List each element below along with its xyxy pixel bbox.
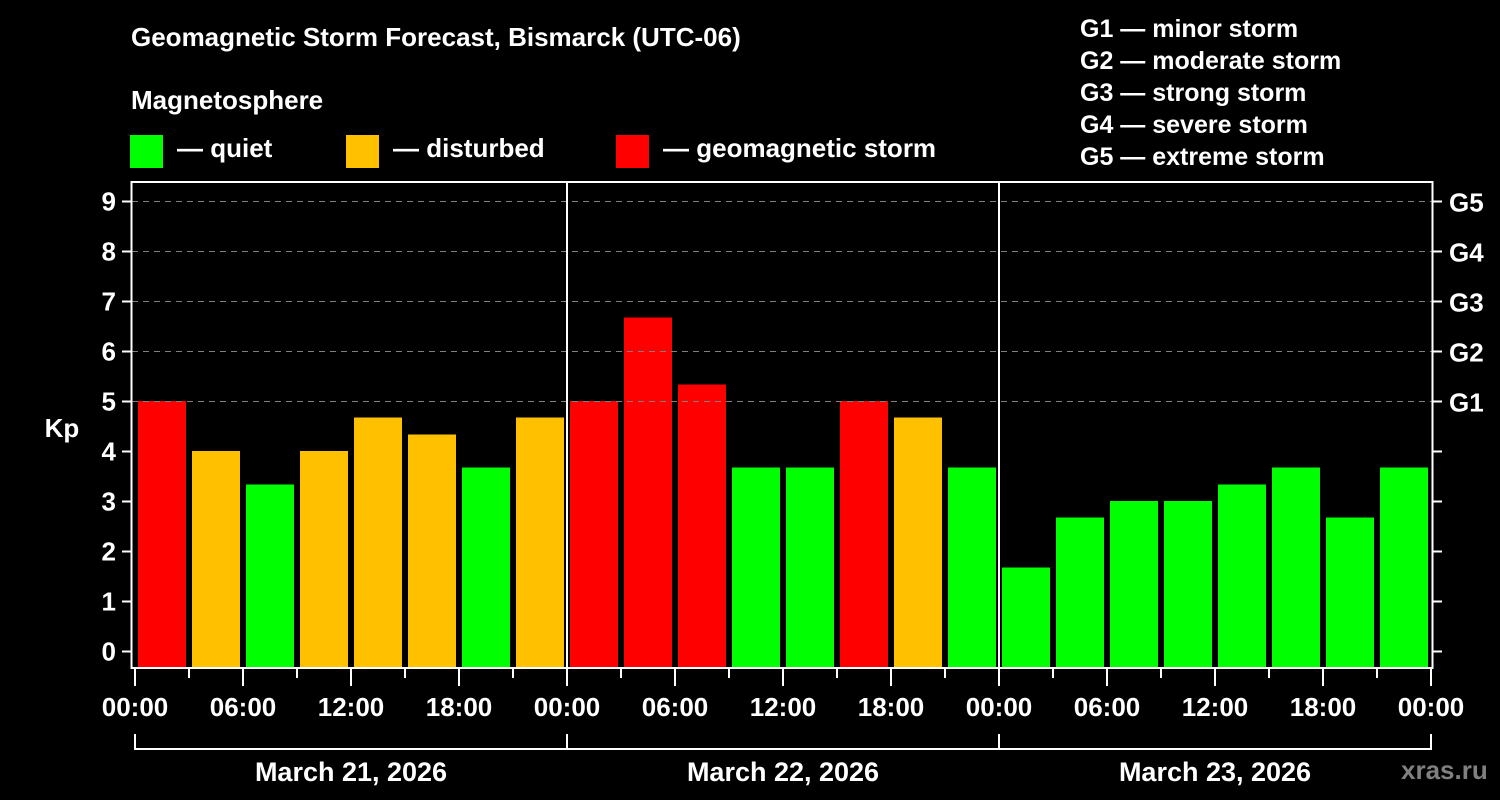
g-scale-label: G5 [1449,188,1484,218]
legend-title: Magnetosphere [131,85,324,115]
scale-g4: G4 — severe storm [1080,111,1308,139]
g-scale-label: G4 [1449,238,1484,268]
kp-bar [1326,517,1374,667]
kp-bar [300,451,348,667]
disturbed-swatch-icon [346,135,379,168]
day-label: March 23, 2026 [1119,757,1311,787]
legend-item-quiet: — quiet [130,133,273,168]
y-tick-label: 2 [102,537,116,567]
quiet-swatch-icon [130,135,163,168]
x-tick-label: 12:00 [318,692,385,722]
scale-g3: G3 — strong storm [1080,79,1307,107]
legend-label-quiet: — quiet [177,133,273,163]
y-tick-label: 4 [102,437,117,467]
kp-bar [678,384,726,667]
x-tick-label: 18:00 [858,692,925,722]
y-tick-label: 8 [102,237,116,267]
y-tick-label: 7 [102,287,116,317]
kp-bar [1272,467,1320,667]
kp-bar [786,467,834,667]
kp-bar [1380,467,1428,667]
kp-bar [1056,517,1104,667]
kp-bar [624,317,672,667]
kp-bar [192,451,240,667]
kp-bar [1110,501,1158,667]
y-tick-label: 5 [102,387,116,417]
kp-bar [732,467,780,667]
kp-bar [948,467,996,667]
kp-bar [1218,484,1266,667]
legend-item-disturbed: — disturbed [346,133,545,168]
x-tick-label: 06:00 [210,692,277,722]
kp-bar [354,417,402,667]
x-tick-label: 18:00 [1290,692,1357,722]
kp-bar [840,401,888,667]
day-label: March 22, 2026 [687,757,879,787]
kp-bar [516,417,564,667]
kp-bar [246,484,294,667]
x-tick-label: 06:00 [642,692,709,722]
kp-bar [1164,501,1212,667]
storm-swatch-icon [616,135,649,168]
legend-item-storm: — geomagnetic storm [616,133,937,168]
kp-bar [570,401,618,667]
chart-title: Geomagnetic Storm Forecast, Bismarck (UT… [131,22,741,52]
x-tick-label: 06:00 [1074,692,1141,722]
kp-bar [1002,567,1050,667]
watermark: xras.ru [1401,755,1488,785]
x-tick-label: 12:00 [750,692,817,722]
legend-label-storm: — geomagnetic storm [663,133,937,163]
g-scale-label: G2 [1449,338,1484,368]
g-scale-label: G1 [1449,388,1484,418]
scale-g5: G5 — extreme storm [1080,143,1325,171]
legend-label-disturbed: — disturbed [393,133,545,163]
storm-scale-legend: G1 — minor storm G2 — moderate storm G3 … [1080,13,1341,173]
g-scale-label: G3 [1449,288,1484,318]
x-tick-label: 00:00 [534,692,601,722]
x-tick-label: 00:00 [966,692,1033,722]
kp-bar [894,417,942,667]
kp-bar [408,434,456,667]
kp-bar [462,467,510,667]
y-tick-label: 6 [102,337,116,367]
day-label: March 21, 2026 [255,757,447,787]
y-axis-label: Kp [45,413,80,443]
x-tick-label: 18:00 [426,692,493,722]
scale-g2: G2 — moderate storm [1080,47,1342,75]
kp-bar [138,401,186,667]
y-tick-label: 9 [102,187,116,217]
x-tick-label: 00:00 [1398,692,1465,722]
x-tick-label: 12:00 [1182,692,1249,722]
y-tick-label: 0 [102,637,116,667]
y-tick-label: 1 [102,587,116,617]
y-tick-label: 3 [102,487,116,517]
scale-g1: G1 — minor storm [1080,15,1299,43]
x-tick-label: 00:00 [102,692,169,722]
